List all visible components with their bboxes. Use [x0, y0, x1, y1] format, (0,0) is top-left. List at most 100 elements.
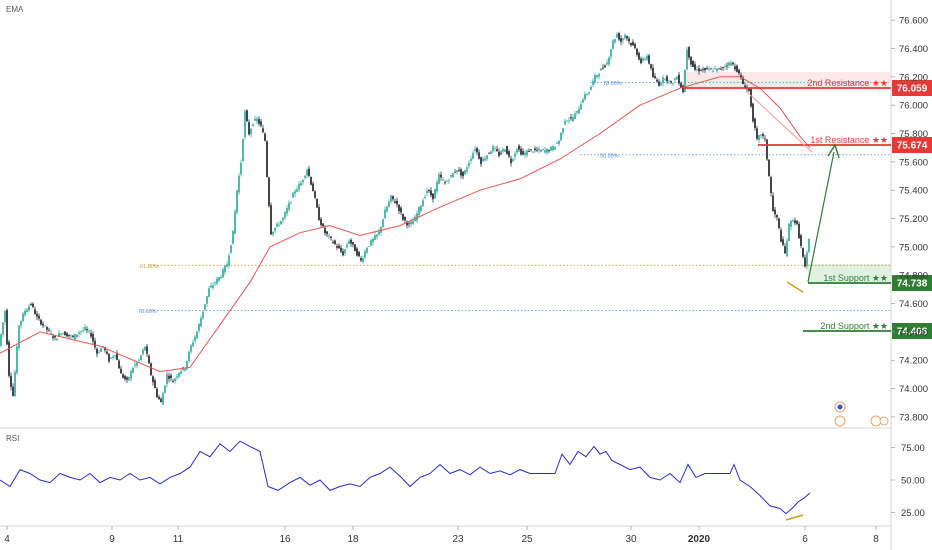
candle-body: [776, 214, 778, 218]
candle-body: [488, 152, 490, 154]
candle-body: [68, 334, 70, 337]
candle-body: [778, 218, 780, 229]
candle-body: [740, 75, 742, 79]
rsi-axis[interactable]: 75.00 50.00 25.00: [891, 443, 925, 519]
candle-body: [704, 68, 706, 71]
candle-body: [616, 34, 618, 38]
candle-body: [528, 150, 530, 152]
candle-body: [48, 329, 50, 331]
candle-body: [234, 211, 236, 234]
candle-body: [174, 378, 176, 381]
candle-body: [716, 68, 718, 72]
candle-body: [374, 235, 376, 240]
candle-body: [114, 355, 116, 357]
candle-body: [484, 158, 486, 161]
candle-body: [592, 80, 594, 85]
candle-body: [756, 128, 758, 139]
time-tick-label: 25: [521, 534, 533, 545]
candle-body: [636, 48, 638, 55]
candle-body: [406, 221, 408, 226]
candle-body: [630, 42, 632, 46]
candle-body: [210, 285, 212, 288]
price-axis[interactable]: 76.600 76.400 76.200 76.000 75.800 75.600 75.4…: [891, 16, 928, 424]
candle-body: [346, 244, 348, 248]
time-axis[interactable]: 4 9 11 16 18 23 25 30 2020 6 8: [4, 526, 879, 545]
rsi-indicator-label: RSI: [6, 434, 19, 443]
candle-body: [552, 146, 554, 151]
candle-body: [790, 220, 792, 227]
candle-body: [118, 360, 120, 369]
candle-body: [252, 124, 254, 126]
level-name: 1st Resistance ★★: [810, 135, 888, 145]
candle-body: [172, 381, 174, 383]
level-price-value: 74.408: [897, 327, 928, 338]
ema-line: [0, 76, 811, 373]
candle-body: [668, 80, 670, 82]
candle-body: [728, 62, 730, 66]
candle-body: [218, 277, 220, 281]
candle-body: [0, 334, 2, 347]
candle-body: [714, 68, 716, 70]
candle-body: [588, 91, 590, 94]
candle-body: [560, 132, 562, 141]
candle-body: [152, 376, 154, 383]
candle-body: [248, 122, 250, 135]
price-tick-label: 75.200: [899, 214, 928, 225]
candle-body: [628, 38, 630, 42]
candle-body: [632, 42, 634, 46]
candle-body: [618, 33, 620, 40]
candle-body: [520, 148, 522, 155]
candle-body: [452, 173, 454, 178]
price-tick-label: 75.800: [899, 129, 928, 140]
candle-body: [178, 372, 180, 377]
candle-body: [294, 191, 296, 194]
candle-body: [242, 139, 244, 161]
candle-body: [700, 70, 702, 72]
price-tick-label: 76.200: [899, 72, 928, 83]
candle-body: [506, 146, 508, 154]
time-tick-label: 23: [452, 534, 464, 545]
candle-body: [258, 119, 260, 124]
candle-body: [344, 249, 346, 254]
candle-body: [126, 377, 128, 380]
candle-body: [640, 58, 642, 64]
candle-body: [438, 174, 440, 184]
candle-body: [98, 352, 100, 354]
candle-body: [642, 58, 644, 61]
candle-body: [220, 276, 222, 279]
candle-body: [22, 313, 24, 322]
candle-body: [42, 323, 44, 326]
price-tick-label: 75.400: [899, 186, 928, 197]
candle-body: [556, 142, 558, 144]
candle-body: [188, 351, 190, 362]
candle-body: [526, 150, 528, 156]
candle-body: [798, 223, 800, 239]
candle-body: [100, 348, 102, 353]
candle-body: [396, 201, 398, 205]
candle-body: [288, 202, 290, 210]
candle-body: [280, 220, 282, 225]
candle-body: [196, 331, 198, 339]
candle-body: [156, 388, 158, 398]
candle-body: [292, 192, 294, 198]
candle-body: [466, 167, 468, 172]
candle-body: [786, 240, 788, 257]
candle-body: [664, 78, 666, 80]
candle-body: [92, 334, 94, 342]
candle-body: [598, 74, 600, 77]
candle-body: [108, 354, 110, 362]
candle-body: [340, 247, 342, 252]
candle-body: [388, 201, 390, 207]
time-tick-label: 30: [625, 534, 637, 545]
event-marker-icon[interactable]: [879, 416, 889, 426]
candle-body: [158, 396, 160, 400]
event-marker-icon[interactable]: [834, 415, 846, 427]
candle-body: [244, 111, 246, 138]
price-tick-label: 74.800: [899, 271, 928, 282]
candle-body: [702, 68, 704, 70]
time-tick-label: 2020: [688, 534, 711, 545]
candle-body: [594, 74, 596, 83]
candle-body: [290, 201, 292, 203]
time-tick-label: 9: [109, 534, 115, 545]
